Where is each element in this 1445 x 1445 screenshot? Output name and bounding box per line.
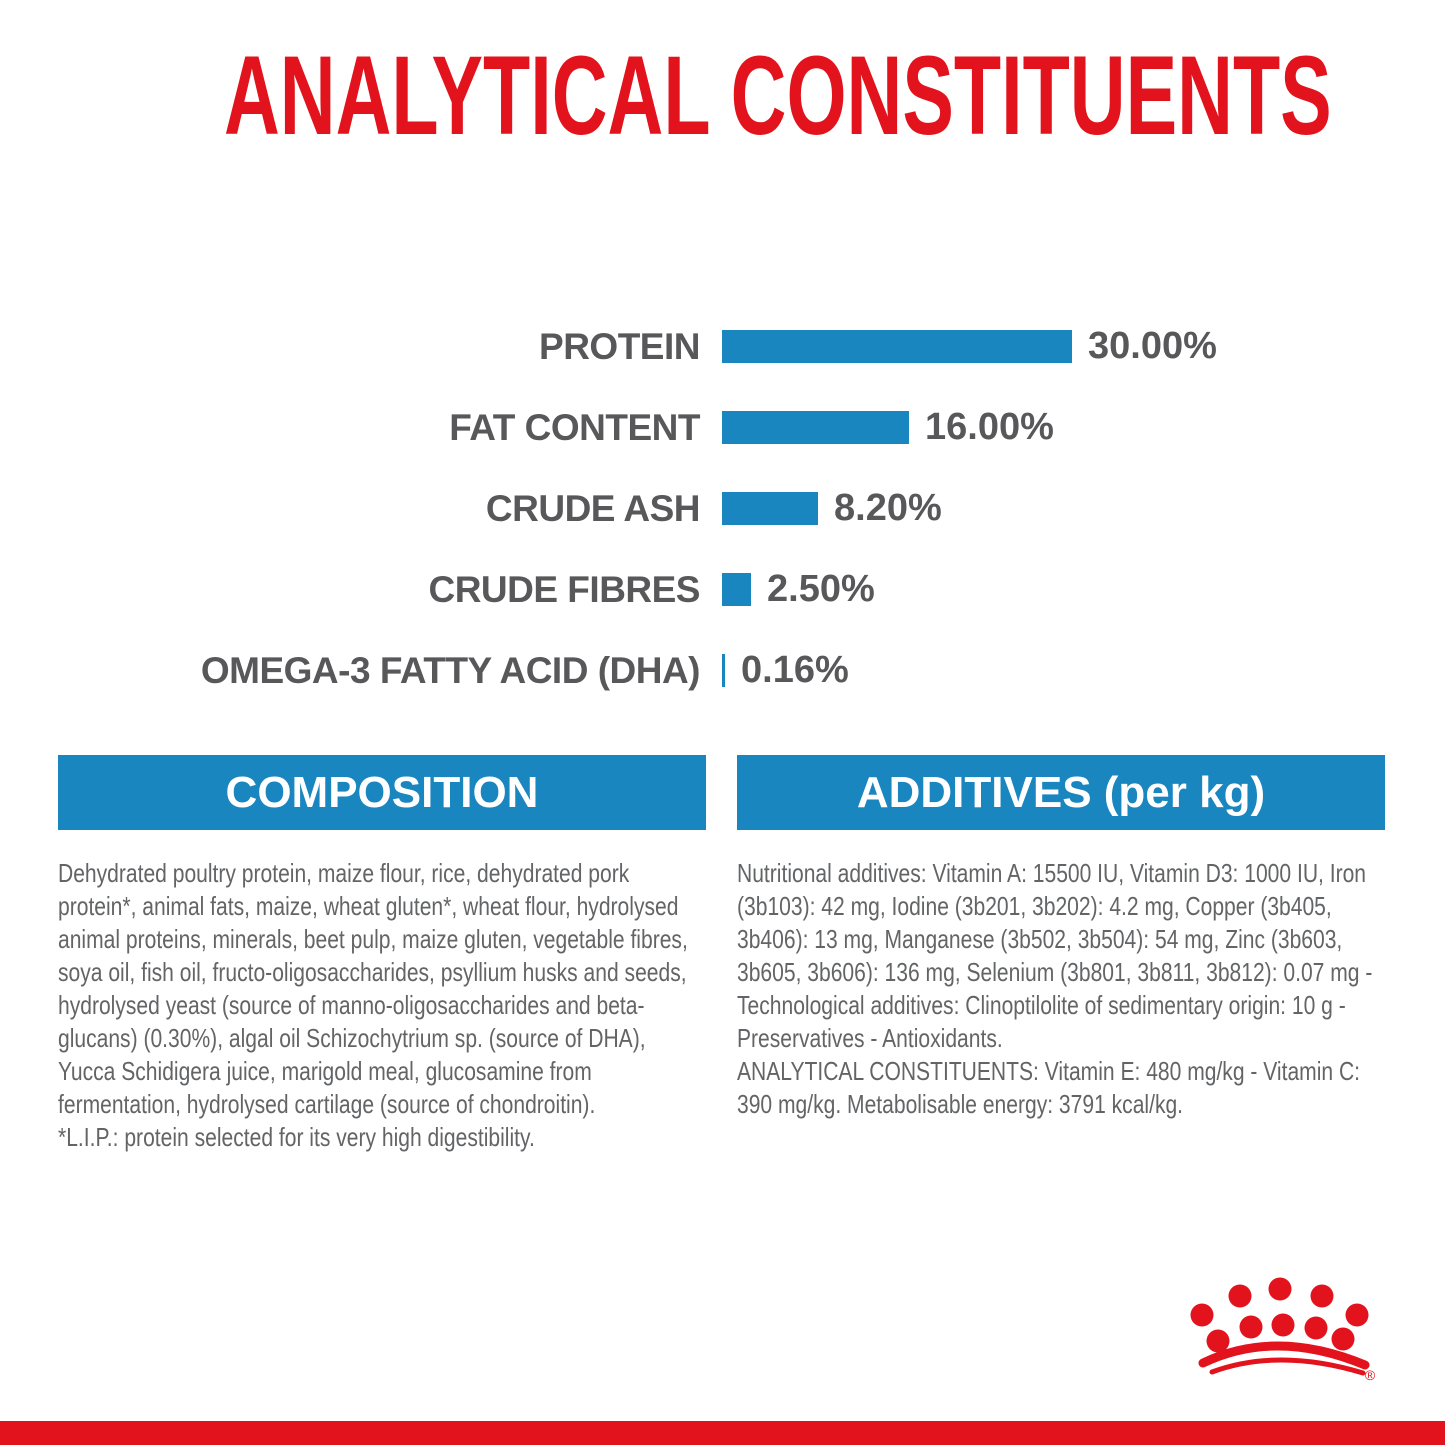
composition-lip-note: *L.I.P.: protein selected for its very h… [58,1122,535,1152]
chart-row: OMEGA-3 FATTY ACID (DHA) 0.16% [55,630,1395,711]
crown-dots [1190,1277,1369,1353]
bar-category-label: PROTEIN [539,325,700,367]
registered-trademark-icon: ® [1365,1367,1376,1383]
bar-value-label: 8.20% [834,487,942,529]
chart-row: CRUDE FIBRES 2.50% [55,549,1395,630]
bar-value-label: 2.50% [767,568,875,610]
bar-value-label: 16.00% [925,406,1054,448]
additives-body: Nutritional additives: Vitamin A: 15500 … [737,857,1385,1121]
page-title: ANALYTICAL CONSTITUENTS [223,33,1332,158]
royal-canin-crown-logo: ® [1190,1277,1376,1383]
composition-section: COMPOSITION Dehydrated poultry protein, … [58,755,706,1154]
bar [722,573,751,606]
bar [722,411,909,444]
bar-category-label: CRUDE ASH [485,487,701,529]
analytical-constituents-chart: PROTEIN 30.00% FAT CONTENT 16.00% CRUDE ASH 8… [55,306,1395,711]
bar-category-label: CRUDE FIBRES [428,568,700,610]
chart-row: CRUDE ASH 8.20% [55,468,1395,549]
composition-text: Dehydrated poultry protein, maize flour,… [58,858,688,1119]
bar-category-label: FAT CONTENT [449,406,700,448]
chart-row: FAT CONTENT 16.00% [55,387,1395,468]
bar-value-label: 30.00% [1088,325,1217,367]
chart-row: PROTEIN 30.00% [55,306,1395,387]
composition-body: Dehydrated poultry protein, maize flour,… [58,857,706,1154]
additives-header: ADDITIVES (per kg) [737,755,1385,830]
bar [722,492,818,525]
bar-value-label: 0.16% [741,649,849,691]
composition-header: COMPOSITION [58,755,706,830]
additives-header-label: ADDITIVES (per kg) [856,767,1266,817]
composition-header-label: COMPOSITION [225,767,539,817]
bar [722,330,1072,363]
bar [722,654,725,687]
bar-category-label: OMEGA-3 FATTY ACID (DHA) [200,649,701,691]
bottom-red-bar [0,1421,1445,1445]
additives-text: Nutritional additives: Vitamin A: 15500 … [737,858,1373,1053]
additives-section: ADDITIVES (per kg) Nutritional additives… [737,755,1385,1121]
additives-analytical-text: ANALYTICAL CONSTITUENTS: Vitamin E: 480 … [737,1056,1361,1119]
crown-swoosh [1198,1341,1370,1376]
